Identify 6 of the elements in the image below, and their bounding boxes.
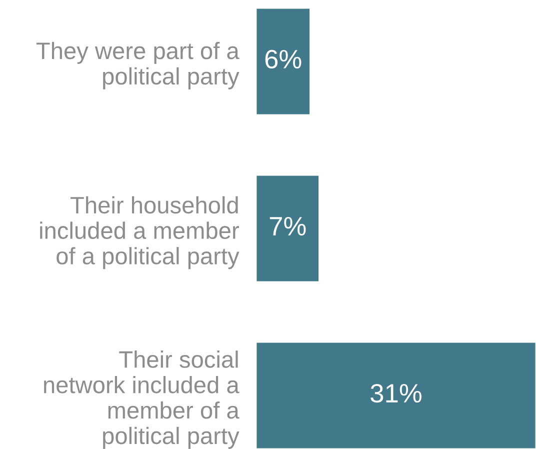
data-label: 31% xyxy=(370,384,422,403)
y-tick-label: They were part of a political party xyxy=(36,42,240,90)
y-tick-label: Their household included a member of a political party xyxy=(40,196,240,270)
data-label: 7% xyxy=(270,217,306,236)
data-label: 6% xyxy=(265,50,302,69)
y-tick-label: Their social network included a member of a political party xyxy=(44,350,240,449)
